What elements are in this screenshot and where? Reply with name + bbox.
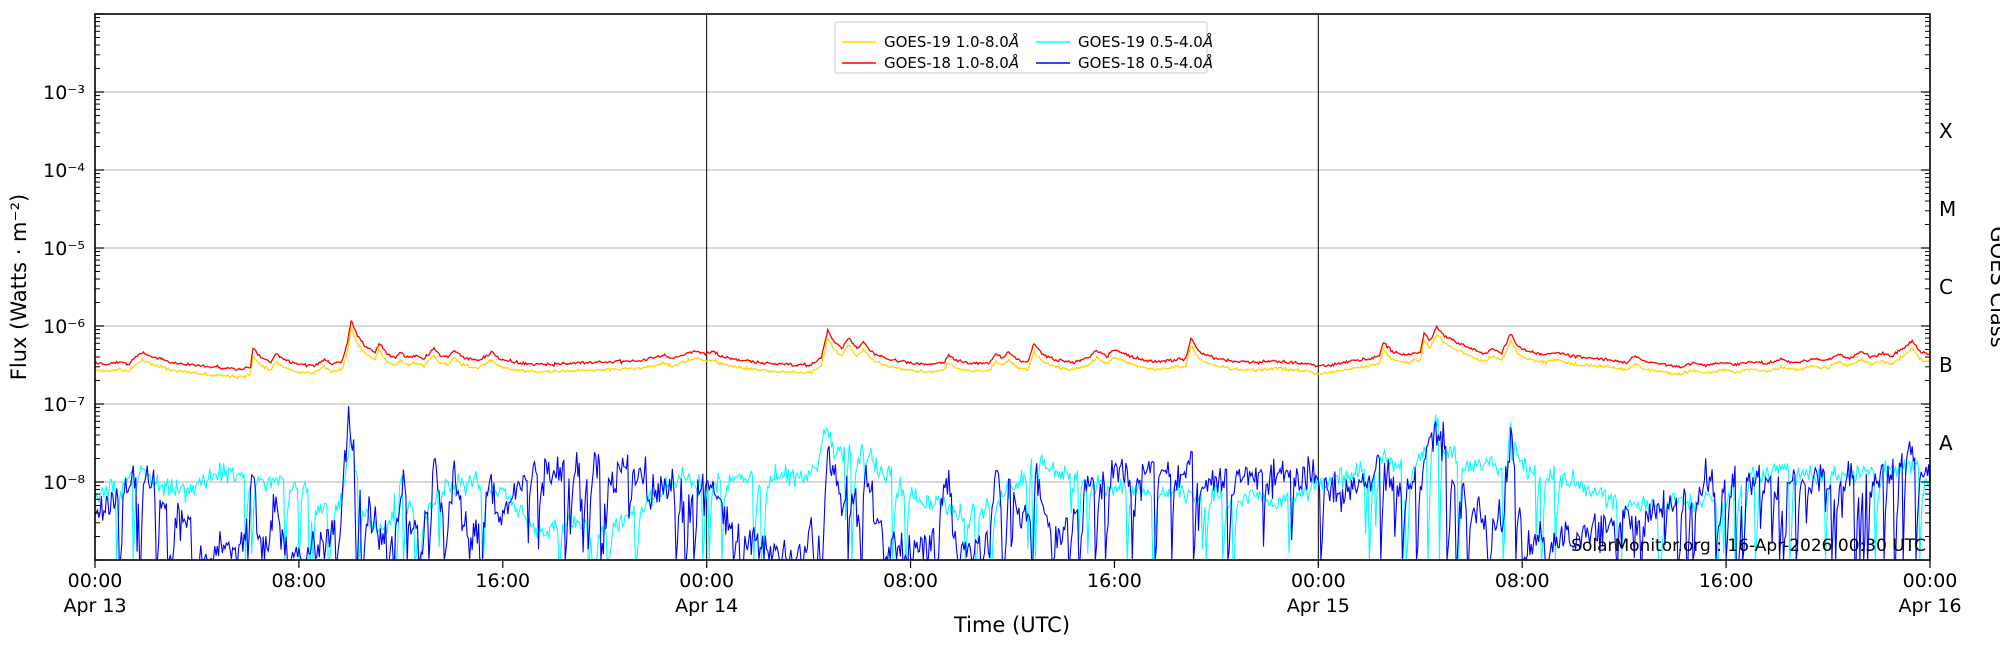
y-axis-title: Flux (Watts · m⁻²) — [7, 194, 31, 380]
goes-class-label: M — [1939, 197, 1956, 221]
x-tick-time-label: 00:00 — [68, 570, 123, 592]
legend: GOES-19 1.0-8.0Å GOES-19 0.5-4.0Å GOES-18 … — [834, 21, 1213, 74]
x-tick-time-label: 00:00 — [1903, 570, 1958, 592]
y-tick-label: 10⁻⁷ — [43, 394, 85, 416]
x-tick-date-label: Apr 16 — [1898, 595, 1961, 617]
x-tick-time-label: 16:00 — [475, 570, 530, 592]
x-tick-time-label: 08:00 — [883, 570, 938, 592]
legend-label-goes18-long: GOES-18 1.0-8.0Å — [884, 53, 1019, 72]
y-tick-label: 10⁻⁴ — [43, 160, 85, 182]
x-tick-time-label: 00:00 — [679, 570, 734, 592]
x-tick-time-label: 08:00 — [1495, 570, 1550, 592]
series-line-goes19-short — [94, 414, 1931, 562]
series-line-goes18-short — [94, 406, 1931, 562]
x-tick-time-label: 16:00 — [1087, 570, 1142, 592]
x-tick-date-label: Apr 15 — [1287, 595, 1350, 617]
y-tick-label: 10⁻⁶ — [43, 316, 85, 338]
x-tick-date-label: Apr 13 — [63, 595, 126, 617]
series-line-goes18-long — [94, 319, 1931, 371]
legend-label-goes18-short: GOES-18 0.5-4.0Å — [1078, 53, 1213, 72]
goes-class-label: C — [1939, 275, 1953, 299]
legend-label-goes19-long: GOES-19 1.0-8.0Å — [884, 32, 1019, 51]
x-tick-date-label: Apr 14 — [675, 595, 738, 617]
grid-lines — [95, 14, 1930, 560]
goes-class-label: X — [1939, 119, 1953, 143]
legend-box — [834, 21, 1208, 74]
x-axis-title: Time (UTC) — [953, 613, 1070, 637]
y-tick-label: 10⁻⁸ — [43, 472, 85, 494]
goes-class-label: A — [1939, 431, 1953, 455]
x-tick-time-label: 16:00 — [1699, 570, 1754, 592]
flux-series-lines — [94, 319, 1931, 562]
watermark: SolarMonitor.org : 16-Apr-2026 00:30 UTC — [1571, 536, 1926, 556]
plot-border — [94, 13, 1931, 561]
x-tick-time-label: 08:00 — [272, 570, 327, 592]
y-tick-label: 10⁻⁵ — [43, 238, 85, 260]
right-axis-title: GOES Class — [1986, 226, 2000, 347]
goes-class-label: B — [1939, 353, 1953, 377]
legend-label-goes19-short: GOES-19 0.5-4.0Å — [1078, 32, 1213, 51]
axes-ticks-and-labels: 10⁻³ 10⁻⁴ 10⁻⁵ 10⁻⁶ 10⁻⁷ 10⁻⁸ X M C B A 00:00 Apr 13… — [43, 13, 1962, 617]
y-tick-label: 10⁻³ — [43, 82, 85, 104]
x-tick-time-label: 00:00 — [1291, 570, 1346, 592]
series-line-goes19-long — [94, 327, 1931, 380]
